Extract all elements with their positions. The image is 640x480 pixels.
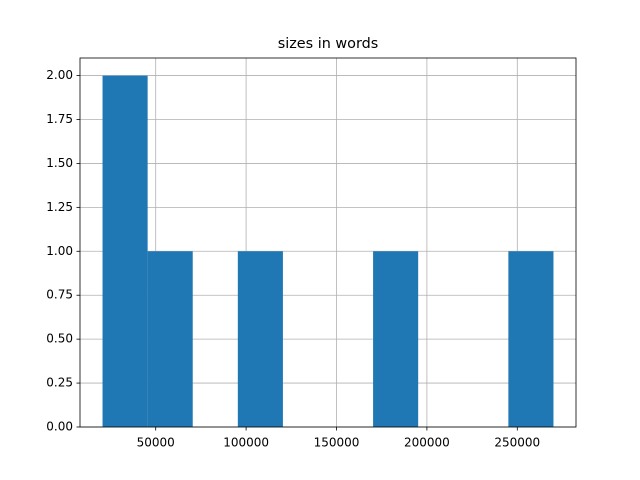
bars <box>102 75 554 428</box>
plot-frame <box>79 57 577 428</box>
bar <box>147 251 193 427</box>
x-tick-label: 50000 <box>137 436 175 450</box>
x-tick-label: 250000 <box>494 436 540 450</box>
y-tick-label: 1.25 <box>46 200 73 214</box>
x-tick-label: 100000 <box>223 436 269 450</box>
y-tick-label: 0.75 <box>46 288 73 302</box>
bar <box>102 75 148 428</box>
y-tick-label: 1.75 <box>46 112 73 126</box>
axes: 0.00 0.25 0.50 0.75 1.00 1.25 1.50 1.75 2.00 5000… <box>46 57 577 450</box>
y-tick-label: 0.25 <box>46 376 73 390</box>
y-tick-label: 0.00 <box>46 420 73 434</box>
y-tick-label: 0.50 <box>46 332 73 346</box>
bar <box>237 251 283 427</box>
chart-title: sizes in words <box>278 36 379 52</box>
x-tick-label: 150000 <box>314 436 360 450</box>
bar <box>508 251 554 427</box>
y-tick-label: 2.00 <box>46 68 73 82</box>
bar <box>373 251 419 427</box>
y-tick-label: 1.00 <box>46 244 73 258</box>
y-tick-label: 1.50 <box>46 156 73 170</box>
x-tick-label: 200000 <box>404 436 450 450</box>
